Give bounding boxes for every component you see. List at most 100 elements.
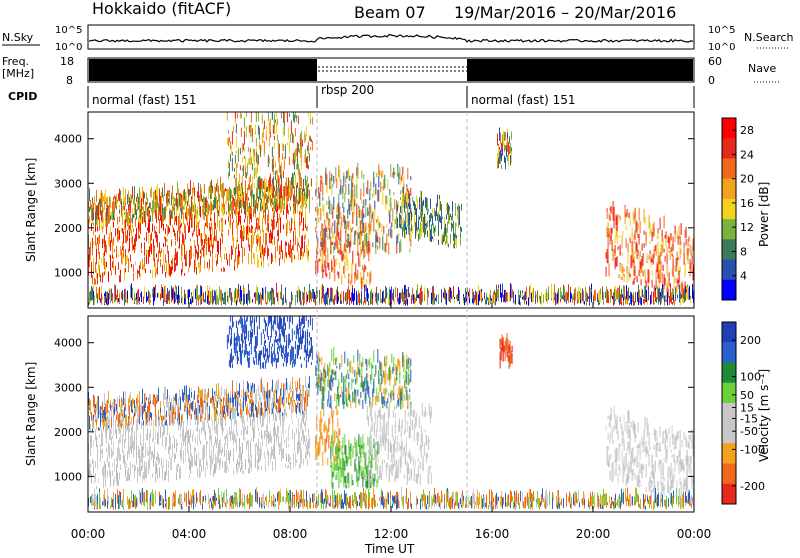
- power-echo-cell: [503, 295, 504, 303]
- power-echo-cell: [115, 197, 116, 205]
- power-echo-cell: [340, 222, 341, 227]
- power-echo-cell: [299, 187, 300, 200]
- power-echo-cell: [244, 131, 245, 144]
- velocity-echo-cell: [98, 408, 99, 418]
- velocity-echo-cell: [170, 437, 171, 450]
- velocity-echo-cell: [286, 454, 287, 461]
- power-echo-cell: [218, 212, 219, 216]
- velocity-echo-cell: [197, 468, 198, 477]
- power-echo-cell: [251, 191, 252, 196]
- power-echo-cell: [307, 295, 308, 302]
- power-echo-cell: [365, 297, 366, 304]
- power-echo-cell: [397, 218, 398, 229]
- power-echo-cell: [678, 266, 679, 276]
- power-echo-cell: [162, 287, 163, 298]
- velocity-echo-cell: [282, 421, 283, 433]
- power-echo-cell: [291, 292, 292, 303]
- power-echo-cell: [524, 295, 525, 300]
- power-echo-cell: [200, 206, 201, 217]
- power-echo-cell: [513, 291, 514, 303]
- power-echo-cell: [193, 183, 194, 193]
- power-echo-cell: [162, 204, 163, 215]
- power-echo-cell: [134, 238, 135, 246]
- power-echo-cell: [286, 206, 287, 219]
- power-echo-cell: [378, 190, 379, 202]
- power-echo-cell: [628, 288, 629, 301]
- velocity-echo-cell: [246, 430, 247, 434]
- power-echo-cell: [187, 183, 188, 193]
- power-echo-cell: [309, 190, 310, 199]
- velocity-echo-cell: [147, 433, 148, 440]
- power-echo-cell: [172, 193, 173, 198]
- power-echo-cell: [457, 294, 458, 301]
- power-echo-cell: [274, 114, 275, 128]
- power-echo-cell: [174, 203, 175, 213]
- power-echo-cell: [202, 294, 203, 300]
- power-echo-cell: [163, 224, 164, 231]
- power-echo-cell: [336, 231, 337, 244]
- power-echo-cell: [212, 255, 213, 267]
- power-echo-cell: [299, 169, 300, 180]
- power-echo-cell: [122, 228, 123, 233]
- power-echo-cell: [318, 217, 319, 223]
- velocity-echo-cell: [174, 452, 175, 462]
- power-echo-cell: [165, 286, 166, 298]
- power-echo-cell: [435, 211, 436, 221]
- power-echo-cell: [288, 127, 289, 139]
- power-echo-cell: [251, 208, 252, 215]
- power-echo-cell: [147, 297, 148, 302]
- velocity-echo-cell: [308, 428, 309, 435]
- velocity-echo-cell: [90, 424, 91, 431]
- power-echo-cell: [320, 180, 321, 192]
- power-echo-cell: [236, 289, 237, 301]
- power-echo-cell: [408, 215, 409, 229]
- power-echo-cell: [390, 227, 391, 238]
- power-echo-cell: [339, 206, 340, 219]
- power-echo-cell: [107, 300, 108, 306]
- power-echo-cell: [91, 223, 92, 231]
- power-echo-cell: [546, 291, 547, 299]
- power-echo-cell: [617, 287, 618, 299]
- power-echo-cell: [208, 268, 209, 271]
- velocity-echo-cell: [157, 433, 158, 445]
- power-echo-cell: [218, 298, 219, 305]
- power-echo-cell: [361, 210, 362, 224]
- power-echo-cell: [354, 185, 355, 197]
- power-echo-cell: [272, 255, 273, 263]
- power-echo-cell: [141, 296, 142, 300]
- y-tick-label: 1000: [54, 266, 82, 279]
- power-echo-cell: [400, 239, 401, 251]
- power-echo-cell: [338, 232, 339, 240]
- power-echo-cell: [338, 165, 339, 177]
- power-echo-cell: [315, 218, 316, 221]
- power-echo-cell: [289, 157, 290, 166]
- power-echo-cell: [89, 216, 90, 223]
- power-echo-cell: [352, 199, 353, 204]
- power-echo-cell: [251, 112, 252, 123]
- power-echo-cell: [312, 197, 313, 200]
- power-echo-cell: [621, 277, 622, 281]
- velocity-echo-cell: [90, 443, 91, 456]
- power-echo-cell: [367, 288, 368, 301]
- power-echo-cell: [684, 242, 685, 253]
- power-echo-cell: [660, 270, 661, 276]
- power-echo-cell: [130, 214, 131, 220]
- power-echo-cell: [489, 294, 490, 306]
- power-echo-cell: [185, 232, 186, 239]
- power-echo-cell: [611, 228, 612, 241]
- power-echo-cell: [278, 141, 279, 154]
- power-echo-cell: [274, 142, 275, 148]
- velocity-echo-cell: [278, 426, 279, 431]
- power-echo-cell: [630, 292, 631, 304]
- power-echo-cell: [138, 221, 139, 230]
- power-echo-cell: [435, 225, 436, 232]
- power-echo-cell: [270, 294, 271, 300]
- power-echo-cell: [242, 195, 243, 207]
- power-echo-cell: [269, 137, 270, 147]
- power-echo-cell: [347, 259, 348, 270]
- power-echo-cell: [429, 230, 430, 241]
- power-echo-cell: [307, 146, 308, 151]
- power-echo-cell: [440, 216, 441, 223]
- power-echo-cell: [420, 231, 421, 238]
- freq-block-2: [467, 59, 693, 81]
